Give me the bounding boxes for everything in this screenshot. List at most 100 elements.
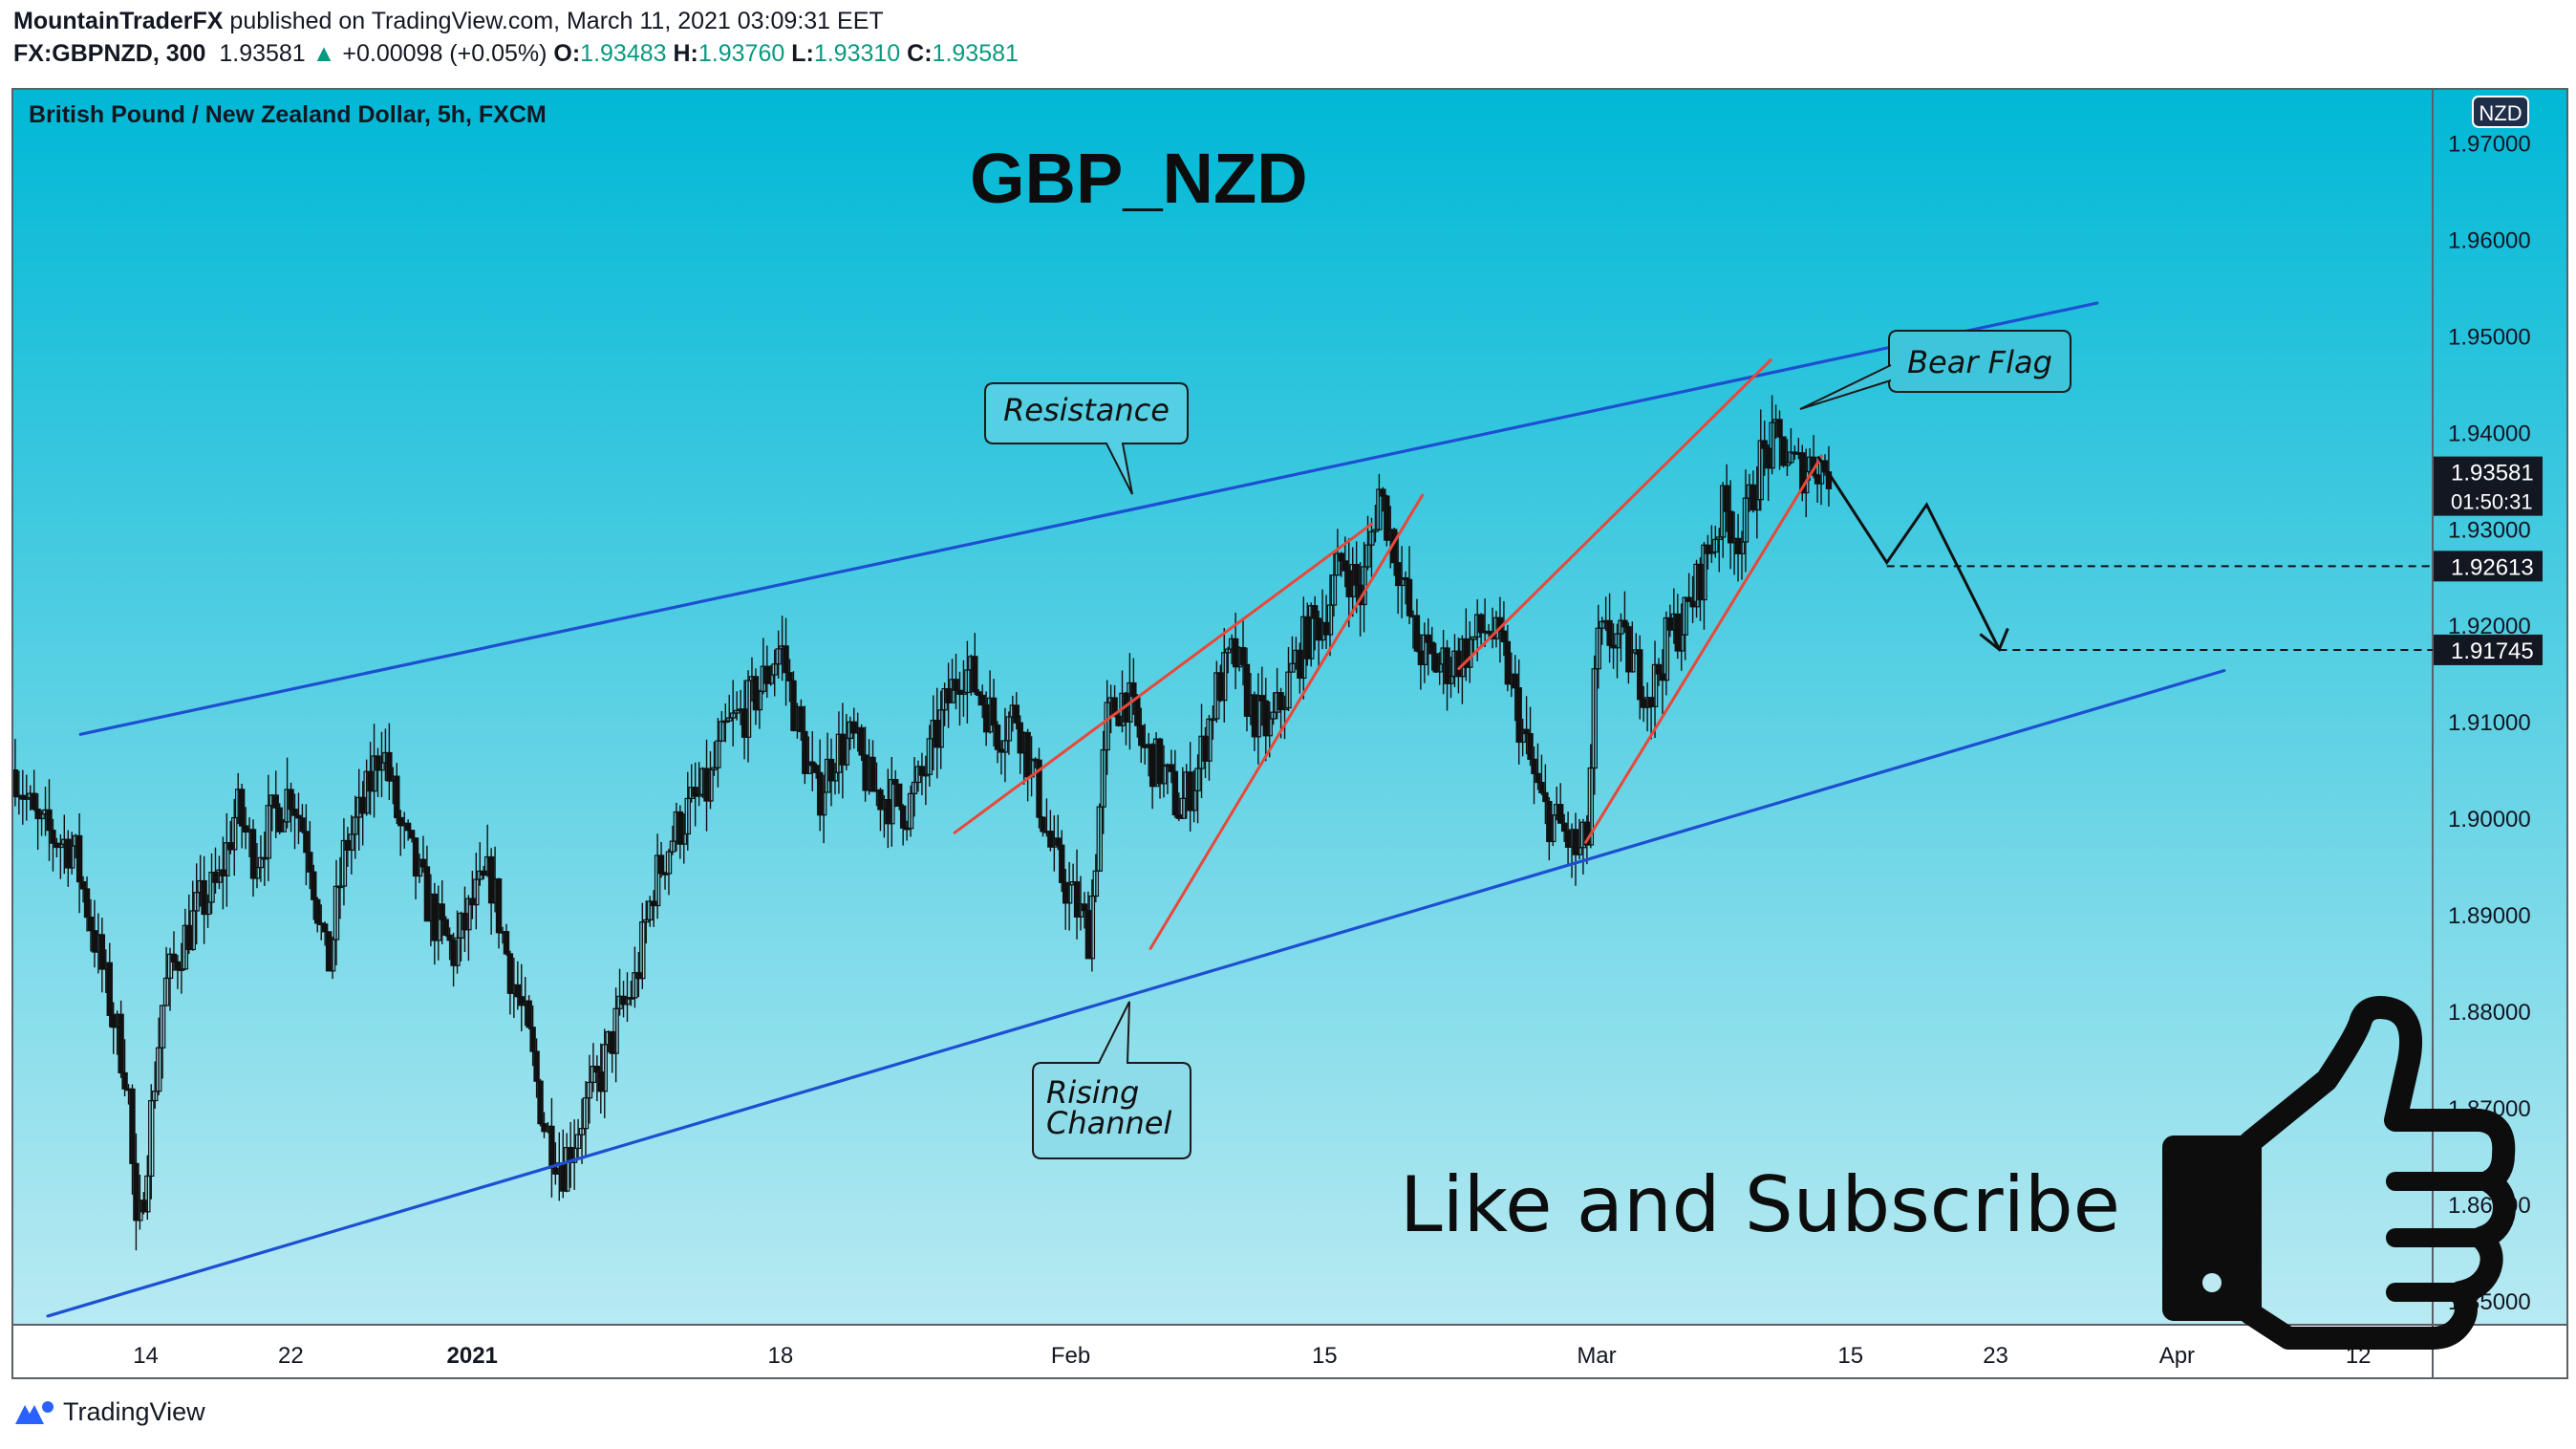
candle-body bbox=[1463, 638, 1470, 668]
candle-body bbox=[291, 809, 298, 816]
candle-body bbox=[1047, 831, 1054, 848]
candle-body bbox=[394, 775, 400, 819]
flag-line[interactable] bbox=[1584, 455, 1823, 844]
candle-body bbox=[858, 726, 865, 756]
candle-body bbox=[1059, 844, 1065, 883]
candle-body bbox=[1092, 870, 1100, 898]
candle-body bbox=[288, 789, 294, 811]
candle-body bbox=[1678, 634, 1685, 652]
candle-body bbox=[1171, 770, 1179, 816]
candle-body bbox=[624, 997, 631, 1006]
candle-body bbox=[404, 822, 412, 832]
candle-body bbox=[696, 793, 702, 797]
candle-body bbox=[1425, 634, 1431, 643]
candle-body bbox=[1334, 552, 1342, 576]
projection-path[interactable] bbox=[1816, 455, 2001, 651]
candle-body bbox=[91, 930, 98, 953]
flag-line[interactable] bbox=[1148, 493, 1425, 950]
candle-body bbox=[1637, 649, 1643, 701]
headline-text: GBP_NZD bbox=[970, 139, 1308, 218]
tradingview-footer[interactable]: TradingView bbox=[13, 1397, 205, 1427]
candle-body bbox=[783, 645, 789, 674]
candle-body bbox=[333, 885, 340, 941]
candle-body bbox=[990, 697, 998, 726]
target-1-badge-value: 1.92613 bbox=[2451, 554, 2534, 580]
candle-body bbox=[348, 833, 355, 852]
candle-body bbox=[1750, 484, 1757, 511]
candle-body bbox=[208, 872, 215, 903]
price-axis[interactable]: 1.970001.960001.950001.940001.930001.920… bbox=[2448, 96, 2531, 1315]
candle-body bbox=[533, 1050, 540, 1082]
flag-line[interactable] bbox=[1457, 358, 1772, 671]
candle-body bbox=[1485, 630, 1492, 635]
candle-body bbox=[442, 919, 449, 936]
candle-body bbox=[1556, 804, 1564, 824]
flag-line[interactable] bbox=[953, 522, 1374, 834]
candle-body bbox=[1406, 578, 1413, 616]
candle-body bbox=[1587, 767, 1595, 846]
candle-body bbox=[1625, 626, 1632, 673]
candle-body bbox=[1115, 715, 1122, 726]
currency-badge-box[interactable] bbox=[2472, 96, 2529, 128]
candle-body bbox=[1040, 816, 1046, 833]
candle-body bbox=[1803, 470, 1810, 494]
candle-body bbox=[344, 839, 352, 852]
candle-body bbox=[1368, 530, 1375, 546]
candle-body bbox=[827, 758, 835, 782]
publisher-name[interactable]: MountainTraderFX bbox=[13, 8, 224, 34]
candle-body bbox=[83, 888, 91, 919]
last-price: 1.93581 bbox=[219, 40, 306, 67]
candle-body bbox=[1576, 847, 1583, 855]
candle-body bbox=[359, 796, 366, 814]
x-tick-label: 23 bbox=[1983, 1343, 2008, 1369]
candle-body bbox=[1519, 728, 1526, 744]
candle-body bbox=[998, 748, 1005, 753]
candle-body bbox=[1281, 706, 1288, 711]
currency-badge: NZD bbox=[2479, 101, 2522, 125]
candle-body bbox=[813, 765, 820, 773]
candle-body bbox=[726, 717, 733, 722]
candle-body bbox=[1364, 544, 1371, 568]
candle-body bbox=[272, 794, 279, 809]
candle-body bbox=[1651, 663, 1659, 707]
published-text: published on TradingView.com, March 11, … bbox=[229, 8, 884, 34]
candle-body bbox=[722, 720, 729, 724]
candle-body bbox=[454, 937, 461, 966]
candle-body bbox=[1258, 695, 1266, 702]
candle-body bbox=[473, 878, 480, 906]
candle-body bbox=[1384, 495, 1390, 541]
support-line[interactable] bbox=[46, 669, 2226, 1318]
time-axis[interactable]: 14 22 2021 18 Feb 15 Mar 15 23 Apr 12 bbox=[133, 1343, 2371, 1369]
candle-body bbox=[1753, 499, 1761, 511]
candle-body bbox=[752, 676, 760, 711]
candle-body bbox=[1160, 765, 1168, 785]
candle-body bbox=[1217, 672, 1224, 702]
candle-body bbox=[265, 805, 272, 859]
candle-body bbox=[1168, 764, 1175, 772]
candle-body bbox=[1432, 653, 1439, 673]
candle-body bbox=[1723, 485, 1730, 512]
candle-body bbox=[1572, 829, 1579, 855]
resistance-line[interactable] bbox=[78, 301, 2099, 736]
channel-label: Channel bbox=[1046, 1105, 1171, 1141]
candle-body bbox=[1277, 692, 1284, 711]
candle-body bbox=[839, 733, 847, 766]
candle-body bbox=[1187, 771, 1193, 811]
candle-body bbox=[140, 1200, 147, 1213]
target-levels bbox=[1886, 565, 2433, 651]
candle-body bbox=[201, 879, 207, 916]
candle-body bbox=[1697, 563, 1704, 601]
candle-body bbox=[340, 839, 348, 887]
candle-body bbox=[106, 962, 113, 1016]
candle-body bbox=[231, 816, 238, 851]
candle-body bbox=[1682, 596, 1688, 636]
candle-body bbox=[805, 761, 812, 774]
candle-body bbox=[19, 794, 27, 800]
candle-body bbox=[715, 740, 721, 768]
candle-body bbox=[38, 813, 45, 820]
candle-body bbox=[654, 854, 661, 907]
candle-body bbox=[148, 1099, 155, 1178]
candle-body bbox=[1564, 830, 1572, 848]
candle-body bbox=[408, 830, 416, 839]
